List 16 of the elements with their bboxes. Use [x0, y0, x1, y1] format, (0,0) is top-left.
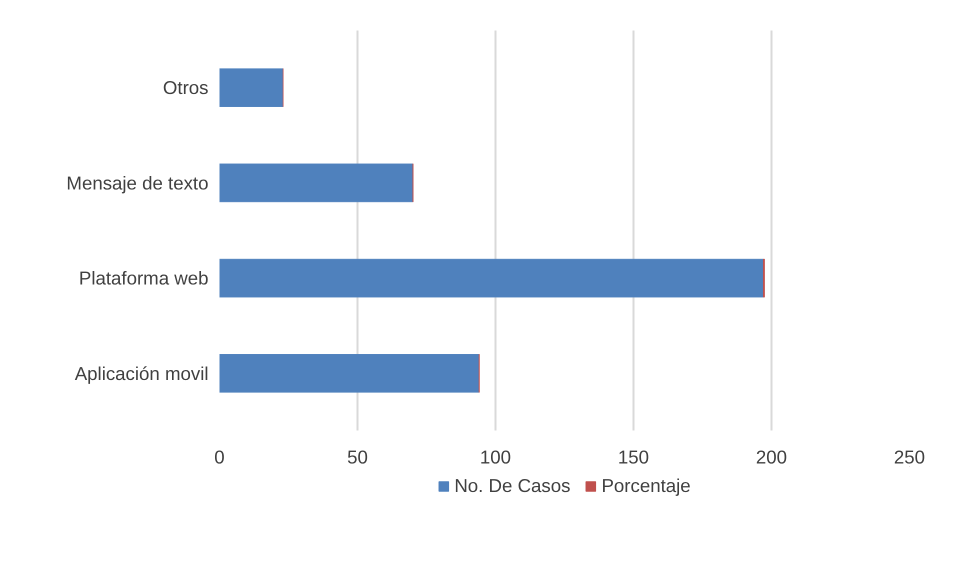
- x-tick-label: 0: [214, 446, 225, 468]
- legend-label: No. De Casos: [454, 475, 570, 497]
- bar: [220, 354, 480, 393]
- y-tick-label: Otros: [162, 77, 209, 98]
- y-tick-label: Aplicación movil: [74, 362, 209, 384]
- x-tick-label: 50: [347, 446, 368, 468]
- x-tick-label: 250: [894, 446, 926, 468]
- x-tick-label: 100: [480, 446, 512, 468]
- y-tick-label: Mensaje de texto: [66, 172, 209, 194]
- legend-label: Porcentaje: [601, 475, 691, 497]
- y-tick-label: Plataforma web: [78, 268, 209, 289]
- bar: [220, 258, 764, 298]
- bar: [220, 68, 284, 107]
- bar: [220, 164, 413, 202]
- x-tick-label: 150: [618, 446, 650, 468]
- x-tick-label: 200: [756, 446, 788, 468]
